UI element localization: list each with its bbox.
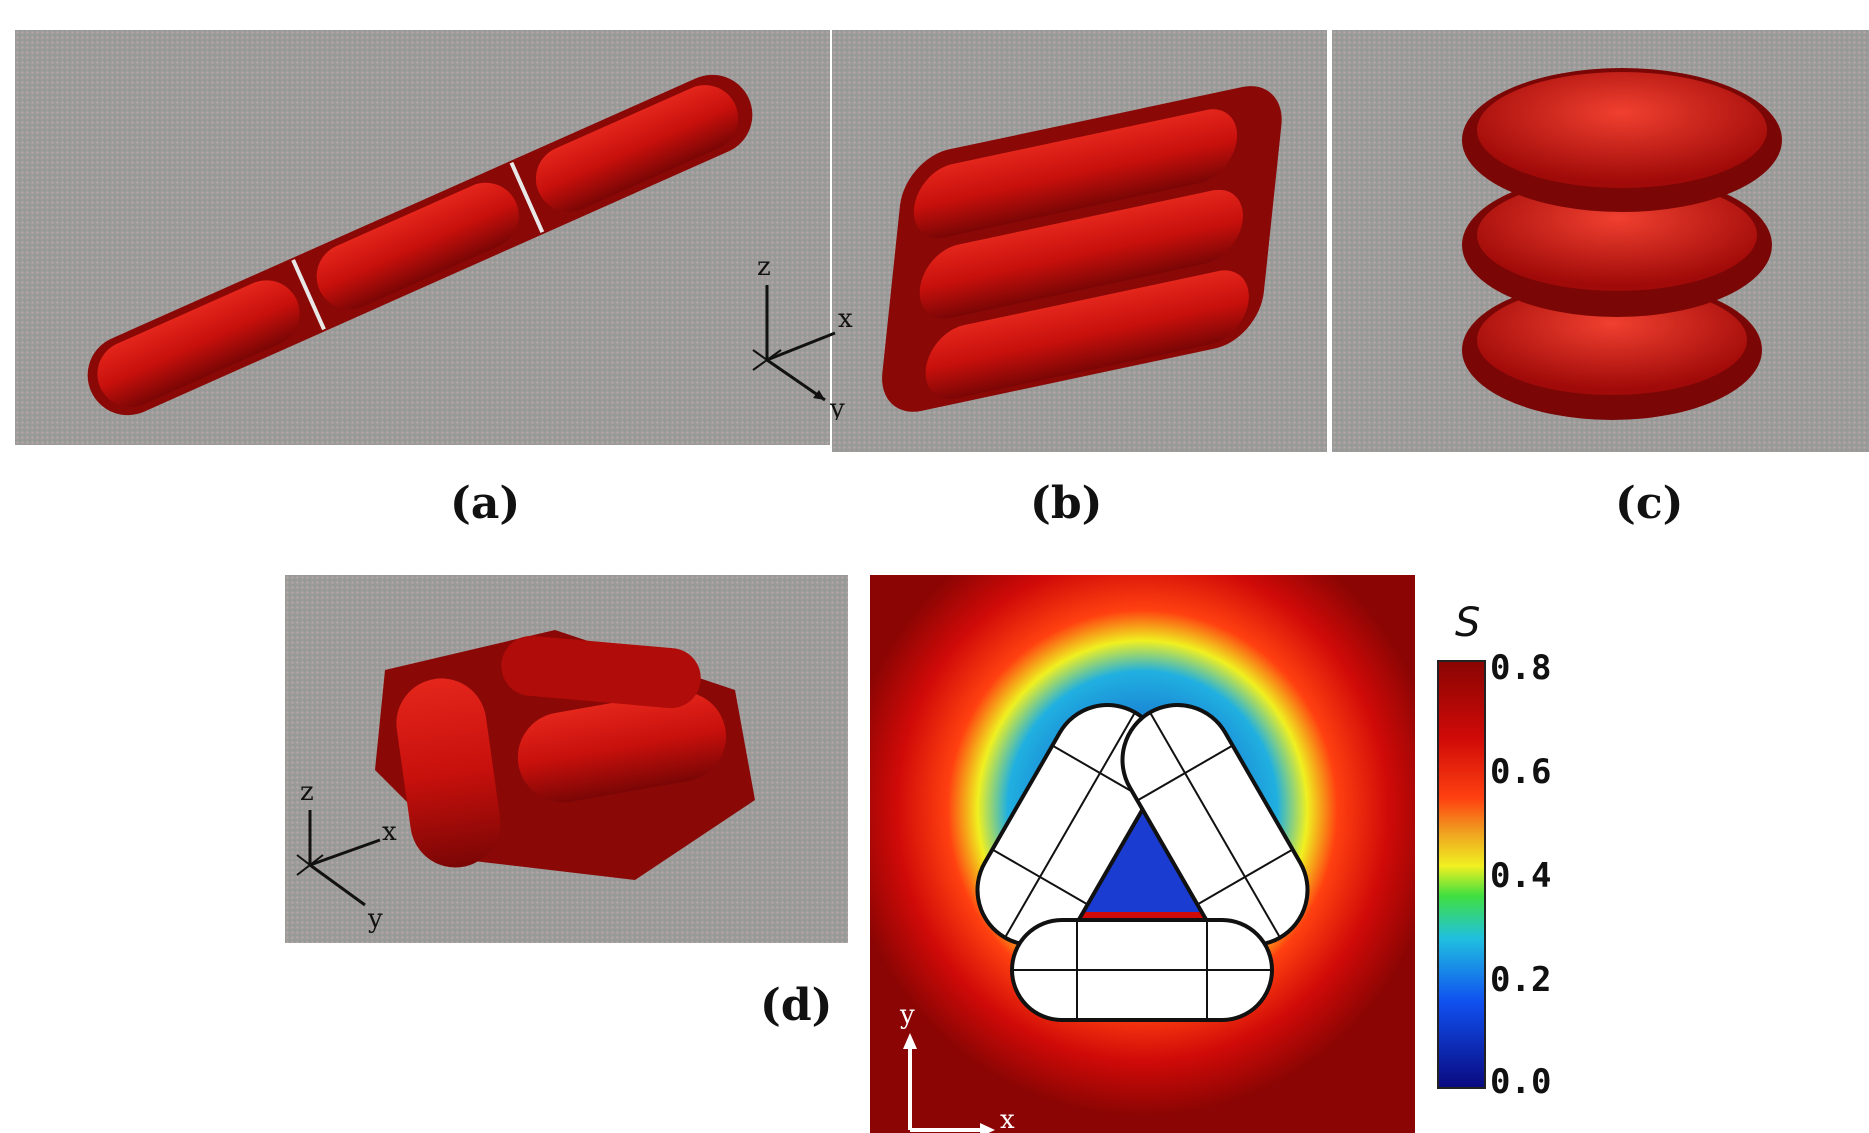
colorbar-tick-1: 0.6: [1490, 752, 1552, 792]
axis-y-label-d: y: [367, 904, 383, 934]
axis-z-label: z: [757, 252, 771, 282]
axes-2d: y x: [899, 1000, 1015, 1133]
panel-d-render: z x y: [285, 575, 848, 943]
colorbar-tick-2: 0.4: [1490, 856, 1552, 896]
rod-1: [97, 280, 300, 407]
axis-x-label-d: x: [382, 817, 397, 847]
axes-3d-top: z x y: [752, 252, 853, 420]
panel-d-rods: z x y: [296, 630, 755, 934]
order-parameter-map: y x: [870, 575, 1415, 1133]
order-parameter-field: y x: [870, 575, 1415, 1133]
axes-3d-bottom: z x y: [296, 777, 397, 934]
rod-1: [913, 109, 1238, 238]
axis-y-label-2d: y: [899, 1000, 915, 1030]
rod-1: [396, 678, 501, 868]
axis-y-label: y: [829, 394, 845, 420]
colorbar-tick-3: 0.2: [1490, 960, 1552, 1000]
panel-b-render: [832, 30, 1327, 452]
axis-z-label-d: z: [300, 777, 314, 807]
caption-d: (d): [760, 980, 833, 1031]
panel-b-rods: [882, 86, 1282, 412]
panel-a-render: [15, 30, 830, 445]
rod-2: [919, 189, 1243, 319]
rod-3: [501, 635, 701, 709]
colorbar-tick-4: 0.0: [1490, 1062, 1552, 1102]
caption-b: (b): [1030, 478, 1103, 529]
rod-3: [535, 85, 739, 212]
colorbar-tick-0: 0.8: [1490, 648, 1552, 688]
panel-c-render: [1332, 30, 1869, 452]
panel-a-rods: [87, 74, 753, 416]
rod-3: [925, 270, 1249, 400]
panel-c-rods: [1462, 68, 1782, 420]
axis-x-label-2d: x: [1000, 1105, 1015, 1133]
axis-x-label: x: [838, 304, 853, 334]
caption-c: (c): [1615, 478, 1684, 529]
rod-2: [316, 182, 519, 310]
rod-2: [517, 691, 727, 803]
caption-a: (a): [450, 478, 521, 529]
colorbar-title: S: [1455, 600, 1481, 646]
colorbar: [1437, 660, 1486, 1089]
